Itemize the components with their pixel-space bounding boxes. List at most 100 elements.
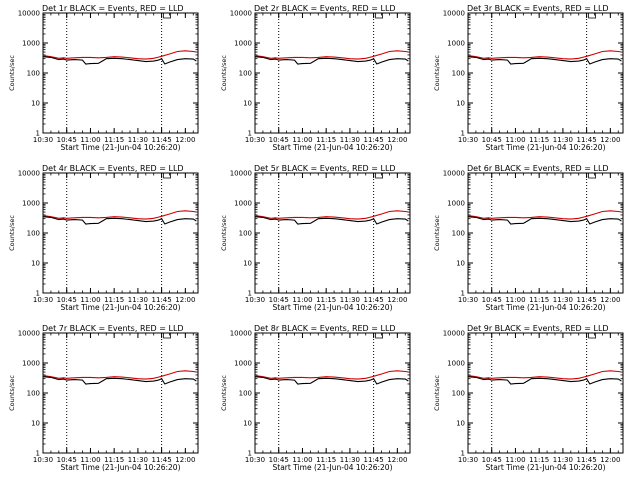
x-tick-label: 11:00 [80, 456, 100, 464]
interval-bracket [163, 333, 172, 339]
chart-panel: Det 8r BLACK = Events, RED = LLD 1 10 100 10… [220, 324, 411, 472]
y-tick-label: 100 [239, 230, 252, 238]
events-series-line [254, 376, 409, 385]
x-tick-label: 10:30 [245, 456, 265, 464]
y-tick-label: 10 [31, 260, 40, 268]
events-series-line [42, 216, 197, 225]
x-tick-label: 11:30 [553, 456, 573, 464]
x-tick-label: 11:45 [152, 136, 172, 144]
x-tick-label: 11:45 [364, 456, 384, 464]
x-tick-label: 11:15 [316, 296, 336, 304]
y-tick-label: 1 [461, 290, 465, 298]
panel-title: Det 2r BLACK = Events, RED = LLD [254, 4, 396, 13]
events-series-line [254, 56, 409, 65]
y-tick-label: 10 [456, 420, 465, 428]
x-tick-label: 12:00 [175, 136, 195, 144]
x-tick-label: 11:00 [80, 136, 100, 144]
x-tick-label: 12:00 [387, 456, 407, 464]
x-tick-label: 10:45 [269, 136, 289, 144]
lld-series-line [42, 50, 197, 60]
lld-series-line [254, 210, 409, 220]
y-tick-label: 1000 [447, 40, 465, 48]
panel-title: Det 7r BLACK = Events, RED = LLD [42, 324, 184, 333]
events-series-line [467, 376, 622, 385]
x-tick-label: 10:30 [245, 136, 265, 144]
x-tick-label: 11:15 [104, 296, 124, 304]
x-tick-label: 10:45 [482, 296, 502, 304]
chart-panel: Det 1r BLACK = Events, RED = LLD 1 10 100 10… [8, 4, 199, 152]
x-axis-label: Start Time (21-Jun-04 10:26:20) [486, 303, 606, 312]
x-tick-label: 11:30 [553, 136, 573, 144]
y-tick-label: 1000 [447, 360, 465, 368]
x-tick-label: 11:45 [577, 296, 597, 304]
y-tick-label: 1 [461, 130, 465, 138]
y-axis-label: Counts/sec [8, 215, 16, 251]
y-tick-label: 10000 [443, 170, 465, 178]
y-tick-label: 10000 [18, 170, 40, 178]
y-tick-label: 10 [243, 420, 252, 428]
x-tick-label: 12:00 [600, 296, 620, 304]
x-tick-label: 11:30 [128, 136, 148, 144]
x-axis-label: Start Time (21-Jun-04 10:26:20) [273, 143, 393, 152]
y-axis-label: Counts/sec [433, 55, 441, 91]
panel-title: Det 9r BLACK = Events, RED = LLD [467, 324, 609, 333]
x-axis-label: Start Time (21-Jun-04 10:26:20) [61, 143, 181, 152]
y-tick-label: 1 [461, 450, 465, 458]
lld-series-line [254, 50, 409, 60]
x-tick-label: 10:45 [57, 136, 77, 144]
y-tick-label: 10000 [443, 10, 465, 18]
x-axis-label: Start Time (21-Jun-04 10:26:20) [486, 143, 606, 152]
y-tick-label: 100 [27, 70, 40, 78]
x-tick-label: 11:30 [340, 136, 360, 144]
interval-bracket [375, 333, 384, 339]
x-tick-label: 11:15 [529, 136, 549, 144]
x-tick-label: 10:30 [245, 296, 265, 304]
x-axis-label: Start Time (21-Jun-04 10:26:20) [273, 463, 393, 472]
interval-bracket [375, 13, 384, 19]
y-axis-label: Counts/sec [220, 55, 228, 91]
y-axis-label: Counts/sec [220, 375, 228, 411]
x-tick-label: 11:30 [128, 296, 148, 304]
interval-bracket [588, 333, 597, 339]
y-tick-label: 1000 [234, 360, 252, 368]
x-tick-label: 11:30 [128, 456, 148, 464]
y-tick-label: 10000 [230, 10, 252, 18]
x-axis-label: Start Time (21-Jun-04 10:26:20) [486, 463, 606, 472]
interval-bracket [588, 13, 597, 19]
y-tick-label: 10000 [443, 330, 465, 338]
chart-panel: Det 4r BLACK = Events, RED = LLD 1 10 100 10… [8, 164, 199, 312]
x-axis-label: Start Time (21-Jun-04 10:26:20) [273, 303, 393, 312]
y-tick-label: 1 [36, 130, 40, 138]
x-tick-label: 11:00 [505, 136, 525, 144]
chart-panel: Det 9r BLACK = Events, RED = LLD 1 10 100 10… [433, 324, 624, 472]
x-tick-label: 11:15 [104, 136, 124, 144]
x-axis-label: Start Time (21-Jun-04 10:26:20) [61, 463, 181, 472]
chart-panel: Det 6r BLACK = Events, RED = LLD 1 10 100 10… [433, 164, 624, 312]
x-tick-label: 12:00 [175, 456, 195, 464]
x-tick-label: 10:30 [33, 136, 53, 144]
chart-panel: Det 7r BLACK = Events, RED = LLD 1 10 100 10… [8, 324, 199, 472]
x-tick-label: 11:45 [152, 296, 172, 304]
x-tick-label: 11:00 [80, 296, 100, 304]
y-tick-label: 1 [248, 130, 252, 138]
panel-title: Det 5r BLACK = Events, RED = LLD [254, 164, 396, 173]
y-tick-label: 10000 [18, 330, 40, 338]
interval-bracket [163, 13, 172, 19]
lld-series-line [42, 370, 197, 380]
x-tick-label: 10:30 [458, 456, 478, 464]
y-tick-label: 1000 [234, 40, 252, 48]
y-tick-label: 10000 [18, 10, 40, 18]
y-tick-label: 1000 [234, 200, 252, 208]
y-axis-label: Counts/sec [433, 375, 441, 411]
x-tick-label: 11:15 [316, 456, 336, 464]
x-tick-label: 11:45 [364, 136, 384, 144]
interval-bracket [588, 173, 597, 179]
interval-bracket [375, 173, 384, 179]
y-tick-label: 100 [452, 230, 465, 238]
x-tick-label: 10:45 [482, 136, 502, 144]
x-tick-label: 11:45 [577, 136, 597, 144]
x-tick-label: 12:00 [387, 296, 407, 304]
panel-title: Det 4r BLACK = Events, RED = LLD [42, 164, 184, 173]
x-tick-label: 11:15 [529, 456, 549, 464]
